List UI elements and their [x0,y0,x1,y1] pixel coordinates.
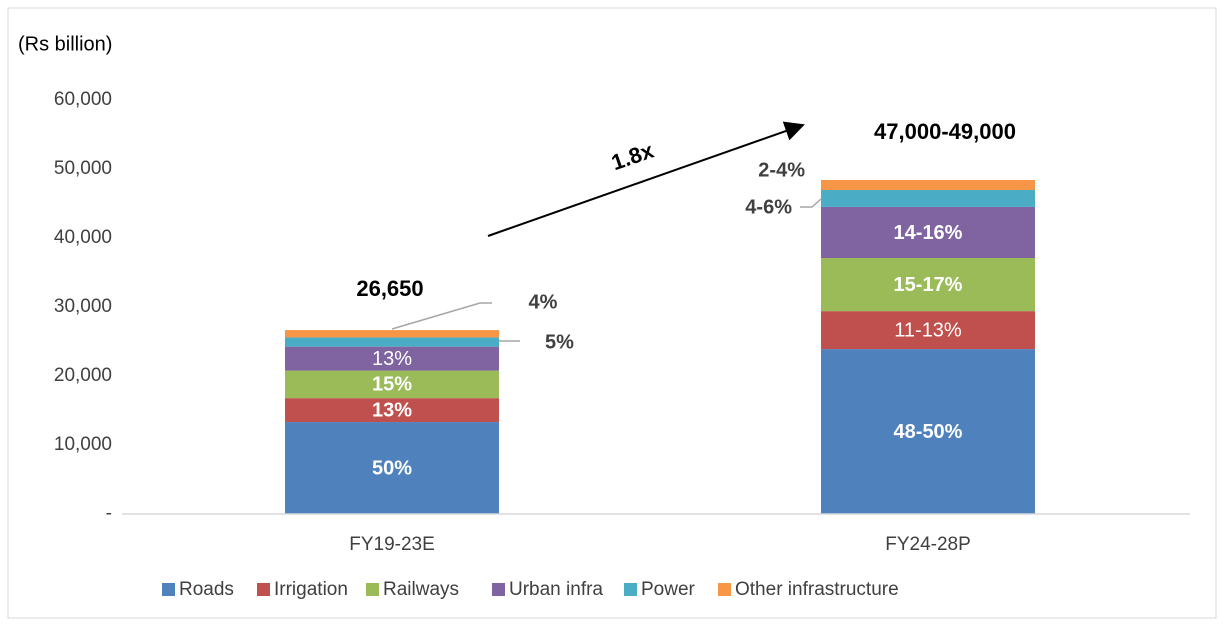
value-label: 13% [372,399,412,421]
y-tick-label: 50,000 [54,158,112,179]
value-label: 14-16% [894,222,963,244]
value-label: 5% [545,331,574,353]
bar-segment [821,349,1035,514]
legend-swatch [366,583,379,596]
y-tick-label: 20,000 [54,365,112,386]
legend-label: Other infrastructure [735,579,899,600]
bar-segment [285,370,499,399]
bar-segment [821,258,1035,312]
legend-swatch [624,583,637,596]
legend-swatch [162,583,175,596]
legend-label: Railways [383,579,459,600]
legend-swatch [718,583,731,596]
bar-segment [821,179,1035,190]
legend-label: Urban infra [509,579,603,600]
legend-swatch [257,583,270,596]
value-label: 15-17% [894,274,963,296]
legend-label: Irrigation [274,579,348,600]
bar-segment [285,337,499,347]
total-label: 47,000-49,000 [874,119,1016,144]
total-label: 26,650 [356,276,423,301]
x-tick-label: FY24-28P [885,534,971,555]
bar-segment [821,206,1035,259]
legend-label: Power [641,579,696,600]
growth-arrow [487,121,805,237]
y-tick-label: 40,000 [54,227,112,248]
leader-line [391,302,492,330]
bar-segment [285,422,499,514]
y-unit: (Rs billion) [18,33,112,55]
value-label: 13% [372,348,412,370]
value-label: 4% [529,291,558,313]
bar-segment [285,398,499,423]
value-label: 15% [372,374,412,396]
leader-line [800,198,822,208]
bar-segment [821,189,1035,207]
bar-segment [821,311,1035,350]
y-tick-label: 10,000 [54,434,112,455]
bar-segment [285,330,499,338]
y-tick-label: 60,000 [54,89,112,110]
x-tick-label: FY19-23E [349,534,435,555]
value-label: 2-4% [758,159,805,181]
y-tick-label: 30,000 [54,296,112,317]
legend-label: Roads [179,579,234,600]
value-label: 4-6% [745,196,792,218]
value-label: 50% [372,457,412,479]
value-label: 48-50% [894,421,963,443]
value-label: 11-13% [894,319,962,341]
legend-swatch [492,583,505,596]
y-tick-label: - [106,503,112,524]
bar-segment [285,346,499,371]
